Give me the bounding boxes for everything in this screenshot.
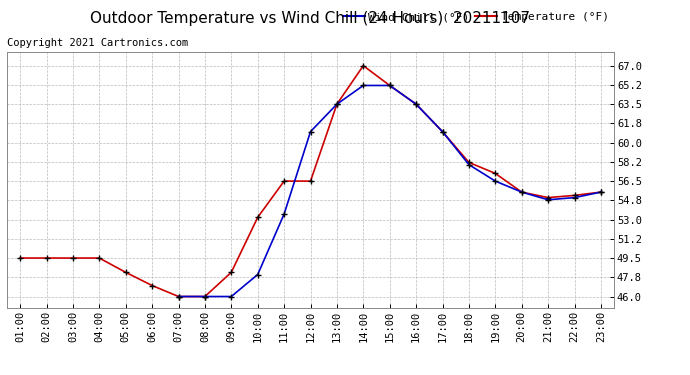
Text: Copyright 2021 Cartronics.com: Copyright 2021 Cartronics.com (7, 38, 188, 48)
Text: Outdoor Temperature vs Wind Chill (24 Hours)  20211107: Outdoor Temperature vs Wind Chill (24 Ho… (90, 11, 531, 26)
Legend: Wind Chill (°F), Temperature (°F): Wind Chill (°F), Temperature (°F) (343, 12, 609, 22)
